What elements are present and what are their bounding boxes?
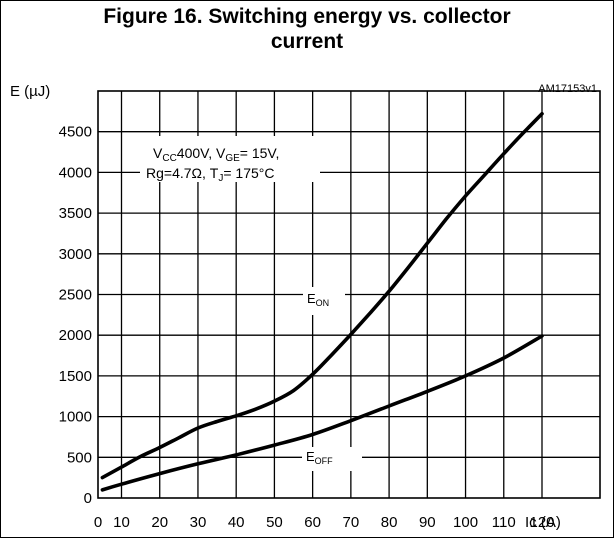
tj-subscript: J (218, 173, 223, 184)
y-axis-label: E (µJ) (10, 83, 50, 100)
x-tick-label: 70 (343, 514, 360, 531)
conditions-background (140, 136, 320, 182)
reference-code: AM17153v1 (538, 83, 597, 95)
x-tick-label: 40 (228, 514, 245, 531)
x-tick-label: 30 (190, 514, 207, 531)
y-tick-label: 500 (67, 449, 92, 466)
eon-label-sub: ON (316, 298, 330, 308)
eon-label: EON (307, 291, 329, 308)
eoff-label-sub: OFF (315, 456, 333, 466)
tj-value: = 175°C (223, 165, 274, 181)
x-tick-label: 110 (492, 514, 516, 531)
y-tick-label: 1000 (59, 409, 92, 426)
x-tick-label: 0 (94, 514, 102, 531)
chart-title-line1: Figure 16. Switching energy vs. collecto… (103, 5, 511, 28)
vge-subscript: GE (225, 153, 240, 164)
eon-label-background (303, 287, 345, 315)
grid-lines (98, 91, 600, 498)
y-tick-label: 4000 (59, 164, 92, 181)
vge-value: = 15V, (240, 145, 280, 161)
eoff-label: EOFF (306, 449, 333, 466)
y-tick-label: 1500 (59, 368, 92, 385)
y-tick-label: 2000 (59, 327, 92, 344)
y-tick-label: 3000 (59, 246, 92, 263)
y-tick-label: 4500 (59, 124, 92, 141)
x-tick-label: 10 (113, 514, 130, 531)
x-tick-label: 90 (419, 514, 436, 531)
y-tick-label: 0 (84, 490, 92, 507)
conditions-line2: Rg=4.7Ω, TJ= 175°C (146, 165, 274, 184)
x-tick-label: 100 (453, 514, 478, 531)
x-tick-label: 20 (151, 514, 168, 531)
plot-border (97, 90, 601, 499)
conditions-line1: VCC400V, VGE= 15V, (153, 145, 279, 164)
x-tick-label: 120 (529, 514, 554, 531)
chart-title-line2: current (270, 30, 344, 53)
curves (100, 112, 544, 492)
eoff-label-background (302, 447, 362, 471)
tick-labels: 0 10 20 30 40 50 60 70 80 90 100 110 120 0 500 1000 1500… (59, 124, 555, 531)
y-tick-label: 2500 (59, 287, 92, 304)
x-tick-label: 60 (304, 514, 321, 531)
eon-label-main: E (307, 291, 316, 306)
series-line-eon (100, 112, 544, 480)
rg-value: Rg=4.7Ω, T (146, 165, 219, 181)
x-axis-label: Ic (A) (525, 514, 561, 531)
x-tick-label: 50 (266, 514, 283, 531)
chart-title: Figure 16. Switching energy vs. collecto… (0, 4, 614, 54)
vcc-subscript: CC (162, 153, 176, 164)
x-tick-label: 80 (381, 514, 398, 531)
eoff-label-main: E (306, 449, 315, 464)
vcc-symbol: V (153, 145, 163, 161)
y-tick-label: 3500 (59, 205, 92, 222)
series-line-eoff (100, 334, 544, 492)
vcc-value: 400V, V (177, 145, 226, 161)
